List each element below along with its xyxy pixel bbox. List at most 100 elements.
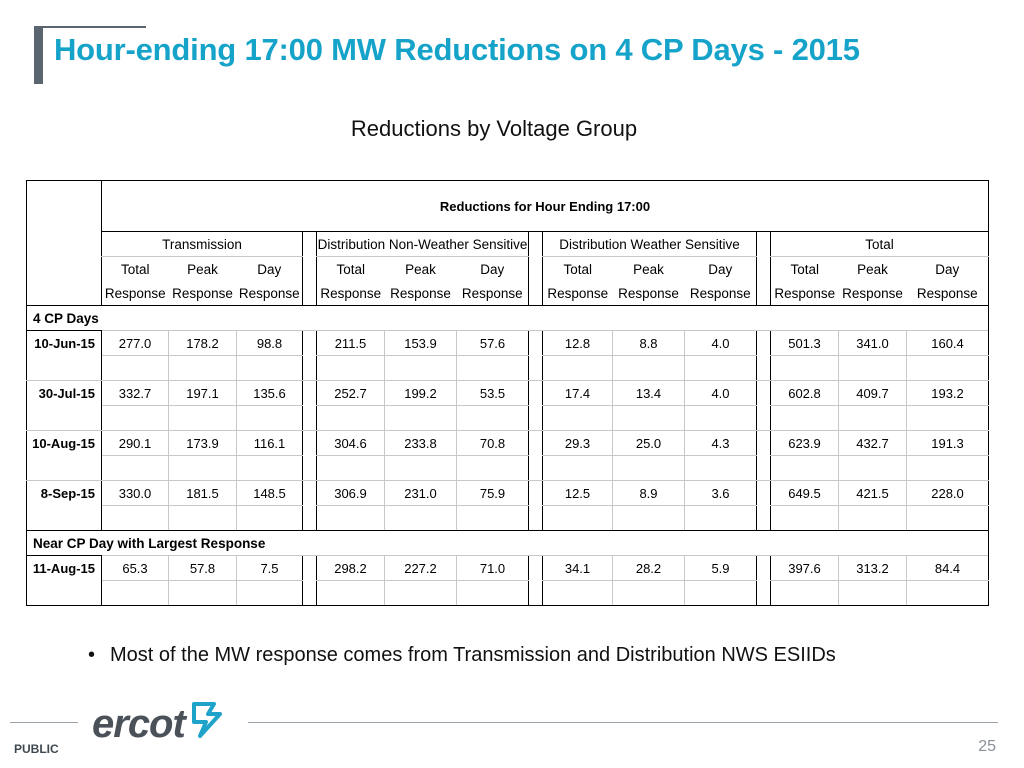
value-cell: 25.0 <box>612 430 685 456</box>
group-spacer <box>302 256 317 281</box>
value-cell: 623.9 <box>770 430 839 456</box>
group-spacer <box>756 580 771 606</box>
column-header: Response <box>168 281 237 306</box>
header-row-groups: Transmission Distribution Non-Weather Sen… <box>26 231 990 257</box>
gap-cell <box>236 405 303 431</box>
value-cell: 5.9 <box>684 555 757 581</box>
value-cell: 4.0 <box>684 380 757 406</box>
gap-cell <box>838 455 907 481</box>
value-cell: 153.9 <box>384 330 457 356</box>
gap-cell <box>770 580 839 606</box>
section-label: Near CP Day with Largest Response <box>25 530 990 556</box>
gap-cell <box>770 455 839 481</box>
section-row: 4 CP Days <box>25 305 990 331</box>
group-spacer <box>756 505 771 531</box>
gap-cell <box>101 580 169 606</box>
value-cell: 7.5 <box>236 555 303 581</box>
gap-cell <box>770 355 839 381</box>
value-cell: 75.9 <box>456 480 529 506</box>
group-spacer <box>528 455 543 481</box>
value-cell: 330.0 <box>101 480 169 506</box>
footer-rule-left <box>10 722 78 723</box>
gap-cell <box>612 580 685 606</box>
group-spacer <box>302 430 317 456</box>
corner-cell <box>26 231 102 257</box>
group-spacer <box>528 380 543 406</box>
value-cell: 17.4 <box>542 380 613 406</box>
value-cell: 227.2 <box>384 555 457 581</box>
value-cell: 13.4 <box>612 380 685 406</box>
gap-cell <box>168 580 237 606</box>
column-header: Peak <box>633 261 664 277</box>
header-row-columns: Total Peak Day Total Peak Day Total Peak Day Tota… <box>26 256 990 281</box>
value-cell: 228.0 <box>905 480 990 506</box>
column-header: Response <box>542 281 613 306</box>
value-cell: 34.1 <box>542 555 613 581</box>
ercot-logo-icon <box>192 702 222 738</box>
gap-cell <box>838 405 907 431</box>
corner-cell <box>26 256 102 281</box>
column-header: Peak <box>405 261 436 277</box>
group-spacer <box>756 281 771 306</box>
ercot-logo: ercot <box>92 702 186 746</box>
gap-cell <box>168 405 237 431</box>
table-row: 10-Jun-15 277.0 178.2 98.8 211.5 153.9 57.6 12.… <box>26 330 990 356</box>
value-cell: 341.0 <box>838 330 907 356</box>
gap-cell <box>542 505 613 531</box>
gap-row <box>26 580 990 606</box>
gap-cell <box>26 355 102 381</box>
group-spacer <box>302 405 317 431</box>
group-spacer <box>528 430 543 456</box>
header-row-super: Reductions for Hour Ending 17:00 <box>26 180 990 232</box>
gap-cell <box>168 505 237 531</box>
value-cell: 421.5 <box>838 480 907 506</box>
group-spacer <box>528 480 543 506</box>
corner-cell <box>26 180 102 232</box>
footer-rule-right <box>248 722 998 723</box>
value-cell: 298.2 <box>316 555 385 581</box>
gap-cell <box>456 455 529 481</box>
column-header: Response <box>612 281 685 306</box>
gap-cell <box>236 505 303 531</box>
group-header: Transmission <box>101 231 303 257</box>
value-cell: 432.7 <box>838 430 907 456</box>
group-spacer <box>756 555 771 581</box>
header-row-columns: Response Response Response Response Response… <box>26 281 990 306</box>
group-spacer <box>756 430 771 456</box>
column-header: Response <box>684 281 757 306</box>
row-date: 11-Aug-15 <box>26 555 102 581</box>
value-cell: 233.8 <box>384 430 457 456</box>
value-cell: 313.2 <box>838 555 907 581</box>
gap-cell <box>236 355 303 381</box>
gap-cell <box>612 455 685 481</box>
column-header: Day <box>480 261 505 277</box>
gap-cell <box>905 580 990 606</box>
value-cell: 98.8 <box>236 330 303 356</box>
value-cell: 501.3 <box>770 330 839 356</box>
gap-cell <box>905 405 990 431</box>
table-row: 11-Aug-15 65.3 57.8 7.5 298.2 227.2 71.0 34.1 28… <box>26 555 990 581</box>
reductions-table-wrapper: Reductions for Hour Ending 17:00 Transmis… <box>25 180 990 606</box>
value-cell: 71.0 <box>456 555 529 581</box>
group-spacer <box>302 231 317 257</box>
value-cell: 4.0 <box>684 330 757 356</box>
value-cell: 135.6 <box>236 380 303 406</box>
section-row: Near CP Day with Largest Response <box>25 530 990 556</box>
value-cell: 199.2 <box>384 380 457 406</box>
value-cell: 191.3 <box>905 430 990 456</box>
slide-title: Hour-ending 17:00 MW Reductions on 4 CP … <box>54 32 860 67</box>
value-cell: 290.1 <box>101 430 169 456</box>
bullet-marker: • <box>88 644 96 666</box>
value-cell: 84.4 <box>905 555 990 581</box>
gap-cell <box>838 505 907 531</box>
value-cell: 29.3 <box>542 430 613 456</box>
column-header: Response <box>101 281 169 306</box>
bullet-text: Most of the MW response comes from Trans… <box>110 644 836 666</box>
gap-cell <box>770 405 839 431</box>
value-cell: 65.3 <box>101 555 169 581</box>
group-spacer <box>756 330 771 356</box>
column-header: Response <box>236 281 303 306</box>
gap-cell <box>684 405 757 431</box>
gap-cell <box>26 580 102 606</box>
gap-cell <box>101 455 169 481</box>
